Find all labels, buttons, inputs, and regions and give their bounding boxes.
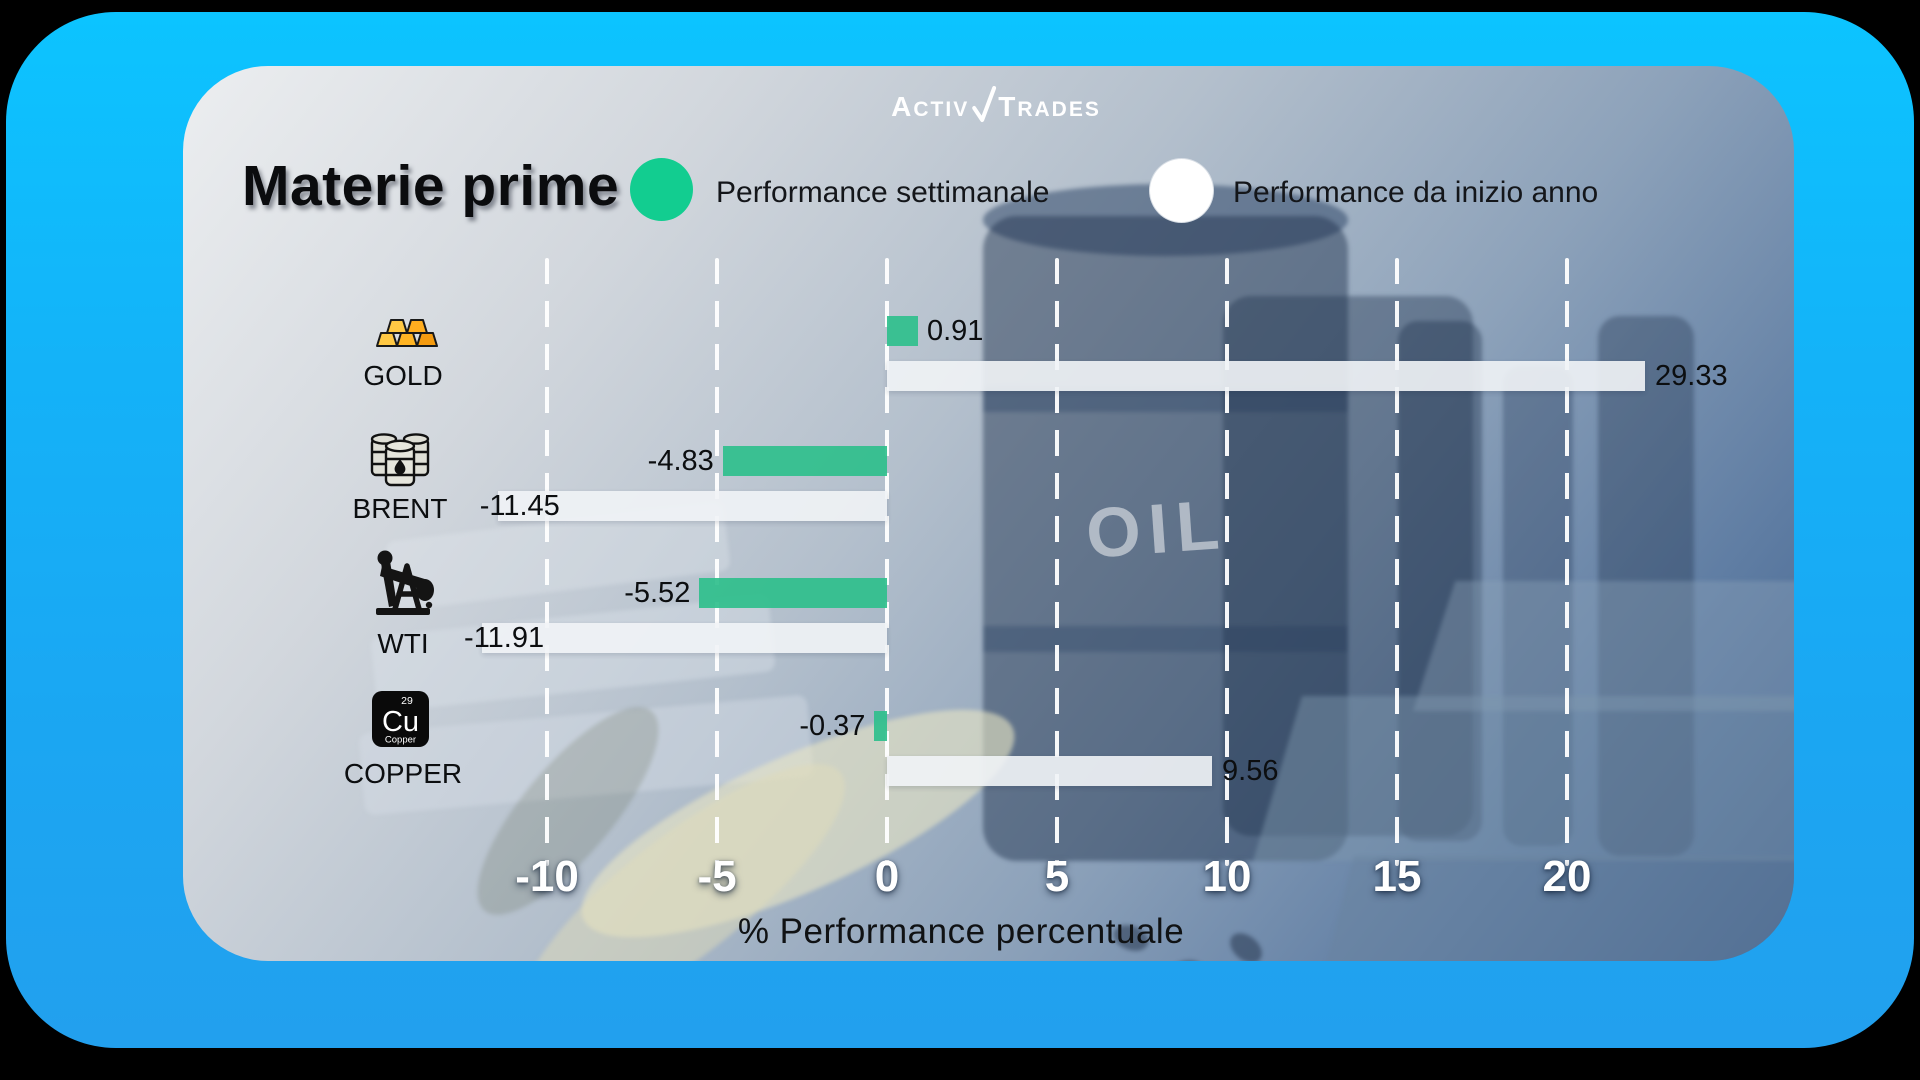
category-label-gold: GOLD xyxy=(363,360,443,391)
silver-ingot-shape xyxy=(1253,696,1794,861)
pipe-shape xyxy=(1598,316,1694,856)
value-label-ytd-wti: -11.91 xyxy=(464,622,545,654)
bar-ytd-copper xyxy=(887,756,1213,786)
gridline--5 xyxy=(715,258,719,866)
oil-barrels-icon xyxy=(370,433,430,487)
legend-dot-weekly xyxy=(630,158,693,221)
logo-text-activ: ACTIV xyxy=(891,91,970,122)
bar-weekly-gold xyxy=(887,316,918,346)
gridline-0 xyxy=(885,258,889,866)
category-label-brent: BRENT xyxy=(352,493,448,524)
value-label-weekly-copper: -0.37 xyxy=(799,710,866,742)
gridline-10 xyxy=(1225,258,1229,866)
bar-weekly-copper xyxy=(874,711,887,741)
pipe-shape xyxy=(1503,366,1573,846)
bar-ytd-brent xyxy=(497,491,887,521)
copper-element-icon: 29 Cu Copper xyxy=(372,691,429,747)
activtrades-logo: ACTIV TRADES xyxy=(891,86,1101,123)
tick-label-10: 10 xyxy=(1202,852,1252,901)
pipe-shape xyxy=(1398,321,1482,841)
gridline-5 xyxy=(1055,258,1059,866)
tick-label-15: 15 xyxy=(1372,852,1422,901)
value-label-weekly-brent: -4.83 xyxy=(647,445,714,477)
tick-label--10: -10 xyxy=(515,852,579,901)
category-label-copper: COPPER xyxy=(343,758,463,789)
value-label-ytd-copper: 9.56 xyxy=(1222,755,1279,787)
svg-text:Copper: Copper xyxy=(385,735,416,746)
x-axis-title: % Performance percentuale xyxy=(737,912,1185,951)
legend-label-weekly: Performance settimanale xyxy=(716,176,1050,209)
logo-text-trades: TRADES xyxy=(998,91,1101,122)
coffee-bean-shape xyxy=(1224,927,1268,961)
tick-label--5: -5 xyxy=(697,852,737,901)
tick-label-0: 0 xyxy=(874,852,900,901)
chart-card: OIL xyxy=(183,66,1794,961)
value-label-ytd-gold: 29.33 xyxy=(1655,360,1728,392)
bar-weekly-wti xyxy=(699,578,887,608)
silver-ingot-shape xyxy=(1313,856,1794,961)
value-label-weekly-wti: -5.52 xyxy=(624,577,691,609)
barrel-band xyxy=(983,626,1348,652)
gridline--10 xyxy=(545,258,549,866)
svg-text:29: 29 xyxy=(401,695,413,707)
bar-weekly-brent xyxy=(722,446,887,476)
gold-ingots-icon xyxy=(376,319,438,347)
value-label-ytd-brent: -11.45 xyxy=(479,490,560,522)
tick-label-5: 5 xyxy=(1044,852,1070,901)
oil-pumpjack-icon xyxy=(376,550,434,615)
checkmark-icon xyxy=(972,86,997,122)
bar-ytd-gold xyxy=(887,361,1645,391)
background-photo-collage xyxy=(183,66,1794,961)
tick-label-20: 20 xyxy=(1542,852,1592,901)
page-title: Materie prime xyxy=(242,154,620,218)
category-label-wti: WTI xyxy=(377,628,429,659)
oil-barrel-shape xyxy=(983,216,1348,861)
value-label-weekly-gold: 0.91 xyxy=(926,315,984,347)
svg-text:Cu: Cu xyxy=(382,706,419,738)
gridline-20 xyxy=(1565,258,1569,866)
legend-dot-ytd xyxy=(1149,158,1214,223)
coffee-bean-shape xyxy=(1165,956,1207,961)
bar-ytd-wti xyxy=(482,623,887,653)
legend-label-ytd: Performance da inizio anno xyxy=(1233,176,1599,209)
gridline-15 xyxy=(1395,258,1399,866)
silver-ingot-shape xyxy=(1413,581,1794,711)
